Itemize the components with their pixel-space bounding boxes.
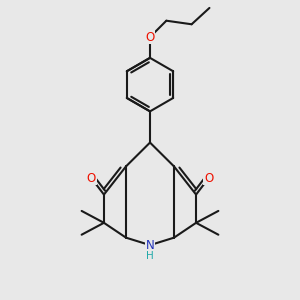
Text: H: H — [146, 251, 154, 261]
Text: O: O — [146, 31, 154, 44]
Text: O: O — [204, 172, 213, 185]
Text: N: N — [146, 238, 154, 252]
Text: O: O — [87, 172, 96, 185]
